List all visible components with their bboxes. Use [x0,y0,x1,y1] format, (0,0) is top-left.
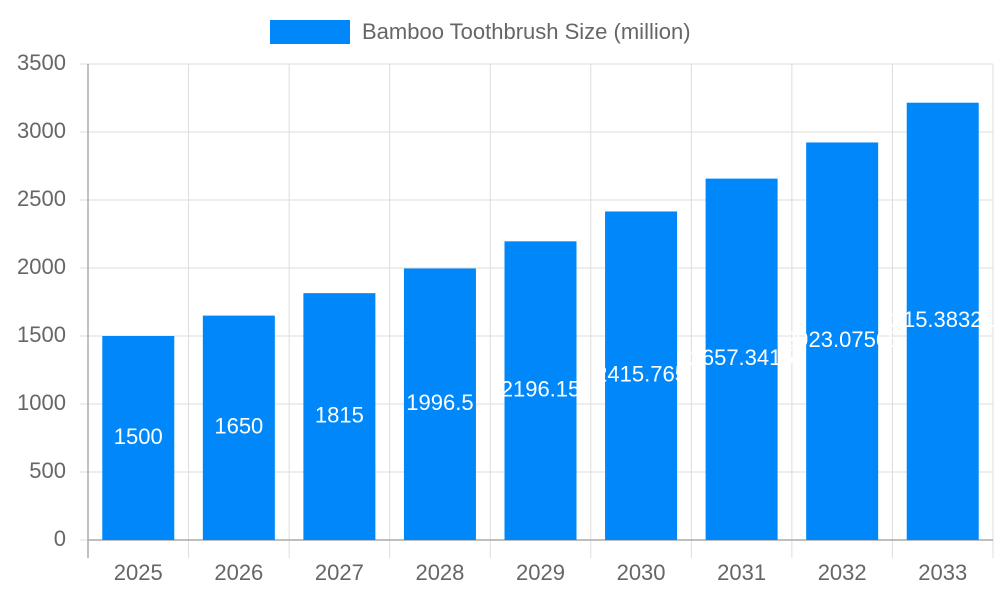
x-tick-label: 2031 [717,560,766,585]
y-tick-label: 3500 [17,50,66,75]
x-tick-label: 2025 [114,560,163,585]
data-label: 2415.765 [595,362,687,387]
data-label: 1996.5 [406,390,473,415]
bar [605,211,678,540]
bar [906,102,979,540]
data-label: 2657.3415 [690,345,794,370]
legend-label: Bamboo Toothbrush Size (million) [362,19,691,44]
bar [705,178,778,540]
y-tick-label: 2000 [17,254,66,279]
legend-swatch [270,20,350,44]
plot-area: 1500 1650 1815 1996.5 2196.15 2415.7652657.34… [102,102,1000,540]
data-label: 3215.383215 [878,307,1000,332]
bar [202,315,275,540]
data-label: 2923.07565 [784,327,900,352]
bar [102,336,175,540]
x-tick-label: 2030 [617,560,666,585]
data-label: 1650 [214,414,263,439]
x-tick-label: 2026 [214,560,263,585]
y-tick-label: 1500 [17,322,66,347]
data-label: 1815 [315,402,364,427]
x-tick-label: 2033 [918,560,967,585]
y-tick-label: 2500 [17,186,66,211]
y-tick-label: 3000 [17,118,66,143]
bar [504,241,577,540]
x-tick-label: 2027 [315,560,364,585]
y-tick-label: 1000 [17,390,66,415]
x-tick-label: 2028 [415,560,464,585]
x-tick-label: 2032 [818,560,867,585]
y-tick-label: 0 [54,526,66,551]
data-label: 2196.15 [501,376,581,401]
bar [806,142,879,540]
x-tick-label: 2029 [516,560,565,585]
y-tick-label: 500 [29,458,66,483]
data-label: 1500 [114,424,163,449]
bar [303,293,376,540]
bar [403,268,476,540]
